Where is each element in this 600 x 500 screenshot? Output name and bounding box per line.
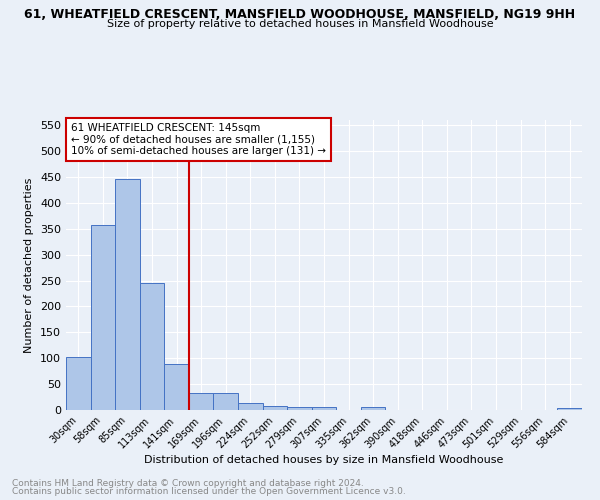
Bar <box>214 394 238 410</box>
Bar <box>140 282 164 410</box>
Bar <box>189 393 214 410</box>
Bar <box>287 407 312 410</box>
Text: 61, WHEATFIELD CRESCENT, MANSFIELD WOODHOUSE, MANSFIELD, NG19 9HH: 61, WHEATFIELD CRESCENT, MANSFIELD WOODH… <box>25 8 575 20</box>
Text: Contains HM Land Registry data © Crown copyright and database right 2024.: Contains HM Land Registry data © Crown c… <box>12 478 364 488</box>
Bar <box>263 406 287 410</box>
Text: Size of property relative to detached houses in Mansfield Woodhouse: Size of property relative to detached ho… <box>107 19 493 29</box>
Bar <box>115 178 140 410</box>
Bar <box>164 364 189 410</box>
Text: 61 WHEATFIELD CRESCENT: 145sqm
← 90% of detached houses are smaller (1,155)
10% : 61 WHEATFIELD CRESCENT: 145sqm ← 90% of … <box>71 123 326 156</box>
Bar <box>91 225 115 410</box>
Bar <box>557 408 582 410</box>
Bar <box>361 408 385 410</box>
Bar <box>312 408 336 410</box>
Text: Contains public sector information licensed under the Open Government Licence v3: Contains public sector information licen… <box>12 487 406 496</box>
X-axis label: Distribution of detached houses by size in Mansfield Woodhouse: Distribution of detached houses by size … <box>145 456 503 466</box>
Bar <box>238 403 263 410</box>
Y-axis label: Number of detached properties: Number of detached properties <box>25 178 34 352</box>
Bar <box>66 357 91 410</box>
